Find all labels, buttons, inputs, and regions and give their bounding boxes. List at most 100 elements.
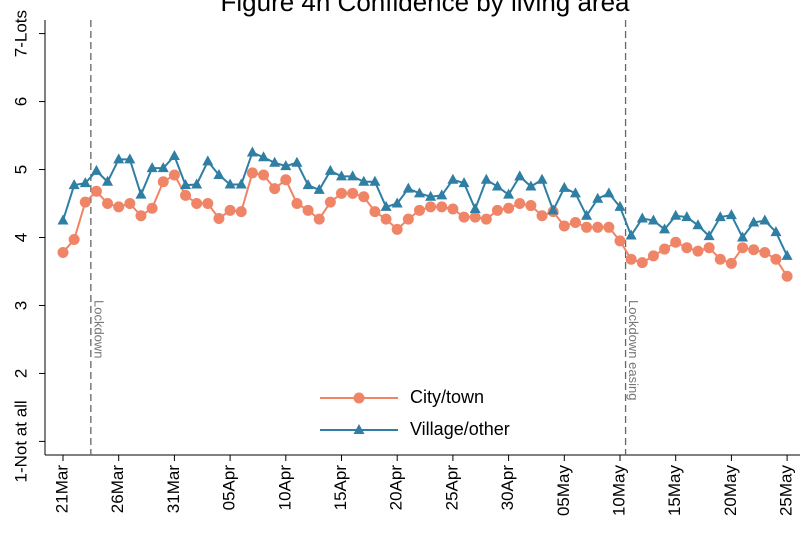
x-tick-label: 31Mar xyxy=(164,465,183,514)
legend-marker xyxy=(353,392,365,404)
data-point xyxy=(191,178,203,189)
data-point xyxy=(235,206,247,218)
data-point xyxy=(336,187,347,199)
data-point xyxy=(57,246,69,258)
data-point xyxy=(213,168,225,179)
data-point xyxy=(759,214,771,225)
data-point xyxy=(681,242,693,254)
data-point xyxy=(391,197,403,208)
data-point xyxy=(313,183,325,194)
data-point xyxy=(246,167,258,179)
data-point xyxy=(413,187,425,198)
data-point xyxy=(469,202,481,213)
data-point xyxy=(102,175,114,186)
data-point xyxy=(491,180,503,191)
data-point xyxy=(458,211,470,223)
x-tick-label: 25Apr xyxy=(442,465,461,511)
x-tick-label: 20May xyxy=(721,465,740,517)
data-point xyxy=(313,213,325,225)
data-point xyxy=(246,146,258,157)
data-point xyxy=(781,249,793,260)
data-point xyxy=(647,250,659,262)
data-point xyxy=(514,170,526,181)
data-point xyxy=(447,203,459,215)
data-point xyxy=(102,198,114,210)
data-point xyxy=(581,209,593,220)
data-point xyxy=(703,230,715,241)
data-point xyxy=(57,214,69,225)
data-point xyxy=(258,169,270,181)
data-point xyxy=(603,221,615,233)
data-point xyxy=(358,191,370,203)
data-point xyxy=(402,182,414,193)
data-point xyxy=(536,173,548,184)
data-point xyxy=(68,234,80,246)
data-point xyxy=(737,231,749,242)
legend-marker xyxy=(353,424,365,434)
data-point xyxy=(558,181,570,192)
data-point xyxy=(79,196,91,208)
y-tick-label: 6 xyxy=(11,97,30,106)
data-point xyxy=(469,211,481,223)
data-point xyxy=(380,200,392,211)
data-point xyxy=(425,190,437,201)
x-tick-label: 15May xyxy=(665,465,684,517)
data-point xyxy=(725,257,737,269)
data-point xyxy=(748,244,760,256)
x-tick-label: 30Apr xyxy=(498,465,517,511)
data-point xyxy=(79,177,91,188)
data-point xyxy=(213,212,225,224)
data-point xyxy=(168,149,180,160)
data-point xyxy=(436,189,448,200)
y-tick-label: 7-Lots xyxy=(11,10,30,57)
x-tick-label: 25May xyxy=(777,465,796,517)
reference-label: Lockdown xyxy=(91,300,106,359)
reference-label: Lockdown easing xyxy=(626,300,641,400)
data-point xyxy=(681,211,693,222)
data-point xyxy=(725,209,737,220)
data-point xyxy=(770,226,782,237)
data-point xyxy=(714,253,726,265)
legend-label: Village/other xyxy=(410,419,510,439)
data-point xyxy=(369,175,381,186)
data-point xyxy=(336,170,347,181)
y-tick-label: 5 xyxy=(11,165,30,174)
data-point xyxy=(458,177,470,188)
data-point xyxy=(480,173,492,184)
data-point xyxy=(503,188,515,199)
data-point xyxy=(280,160,292,171)
data-point xyxy=(202,198,214,210)
x-tick-label: 26Mar xyxy=(108,465,127,514)
data-point xyxy=(625,229,637,240)
data-point xyxy=(525,180,537,191)
data-point xyxy=(514,198,526,210)
data-point xyxy=(302,204,314,216)
x-tick-label: 21Mar xyxy=(52,465,71,514)
data-point xyxy=(90,164,102,175)
data-point xyxy=(625,253,637,265)
x-tick-label: 10Apr xyxy=(275,465,294,511)
data-point xyxy=(358,175,370,186)
data-point xyxy=(113,153,125,164)
data-point xyxy=(659,223,671,234)
legend: City/town Village/other xyxy=(320,387,510,439)
x-tick-label: 15Apr xyxy=(331,465,350,511)
data-point xyxy=(202,155,214,166)
data-point xyxy=(135,210,147,222)
data-point xyxy=(90,185,102,197)
data-point xyxy=(569,217,581,229)
data-point xyxy=(124,198,136,210)
data-point xyxy=(291,156,303,167)
data-point xyxy=(324,164,336,175)
data-point xyxy=(525,200,537,212)
data-point xyxy=(692,219,704,230)
data-point xyxy=(380,213,392,225)
data-point xyxy=(224,178,236,189)
data-point xyxy=(647,214,659,225)
y-tick-label: 1-Not at all xyxy=(11,400,30,482)
data-point xyxy=(692,245,704,257)
data-point xyxy=(703,242,715,254)
data-point xyxy=(302,179,314,190)
data-point xyxy=(581,221,593,233)
